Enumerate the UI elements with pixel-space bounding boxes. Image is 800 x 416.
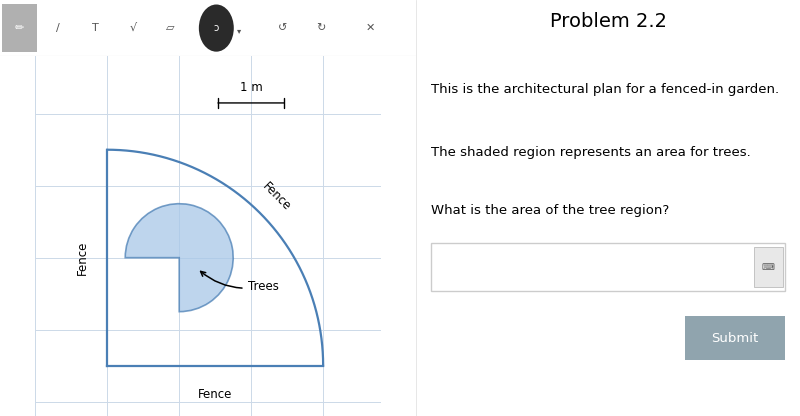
Text: ▱: ▱ — [166, 23, 175, 33]
Text: Fence: Fence — [75, 240, 89, 275]
Text: ⌨: ⌨ — [762, 263, 775, 272]
Text: /: / — [56, 23, 60, 33]
Wedge shape — [126, 204, 233, 312]
Text: ✕: ✕ — [366, 23, 375, 33]
Text: ▾: ▾ — [237, 26, 242, 35]
Bar — [431, 243, 785, 291]
Text: Problem 2.2: Problem 2.2 — [550, 12, 666, 32]
Text: Fence: Fence — [260, 180, 293, 213]
Text: ✏: ✏ — [15, 23, 24, 33]
Bar — [754, 247, 782, 287]
Text: √: √ — [130, 23, 137, 33]
Text: ↻: ↻ — [316, 23, 325, 33]
Text: T: T — [92, 23, 99, 33]
Text: What is the area of the tree region?: What is the area of the tree region? — [431, 204, 670, 217]
Bar — [2, 5, 38, 52]
Circle shape — [199, 5, 234, 52]
Text: The shaded region represents an area for trees.: The shaded region represents an area for… — [431, 146, 751, 158]
Text: This is the architectural plan for a fenced-in garden.: This is the architectural plan for a fen… — [431, 83, 779, 96]
Text: Submit: Submit — [711, 332, 758, 344]
Text: 1 m: 1 m — [240, 81, 262, 94]
Text: ↄ: ↄ — [214, 23, 219, 33]
Text: ↺: ↺ — [278, 23, 287, 33]
Text: Trees: Trees — [201, 271, 278, 293]
Text: Fence: Fence — [198, 388, 232, 401]
Bar — [685, 316, 785, 360]
